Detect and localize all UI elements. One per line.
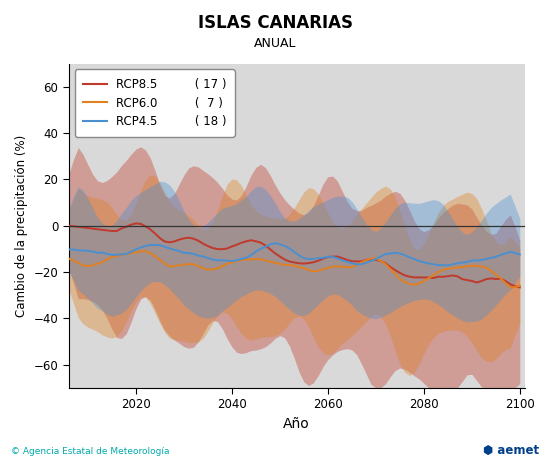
Text: ANUAL: ANUAL <box>254 37 296 50</box>
X-axis label: Año: Año <box>283 417 310 431</box>
Legend: RCP8.5          ( 17 ), RCP6.0          (  7 ), RCP4.5          ( 18 ): RCP8.5 ( 17 ), RCP6.0 ( 7 ), RCP4.5 ( 18… <box>75 69 235 137</box>
Y-axis label: Cambio de la precipitación (%): Cambio de la precipitación (%) <box>15 134 28 317</box>
Text: ISLAS CANARIAS: ISLAS CANARIAS <box>197 14 353 32</box>
Text: ⬢ aemet: ⬢ aemet <box>483 444 539 456</box>
Text: © Agencia Estatal de Meteorología: © Agencia Estatal de Meteorología <box>11 448 169 456</box>
